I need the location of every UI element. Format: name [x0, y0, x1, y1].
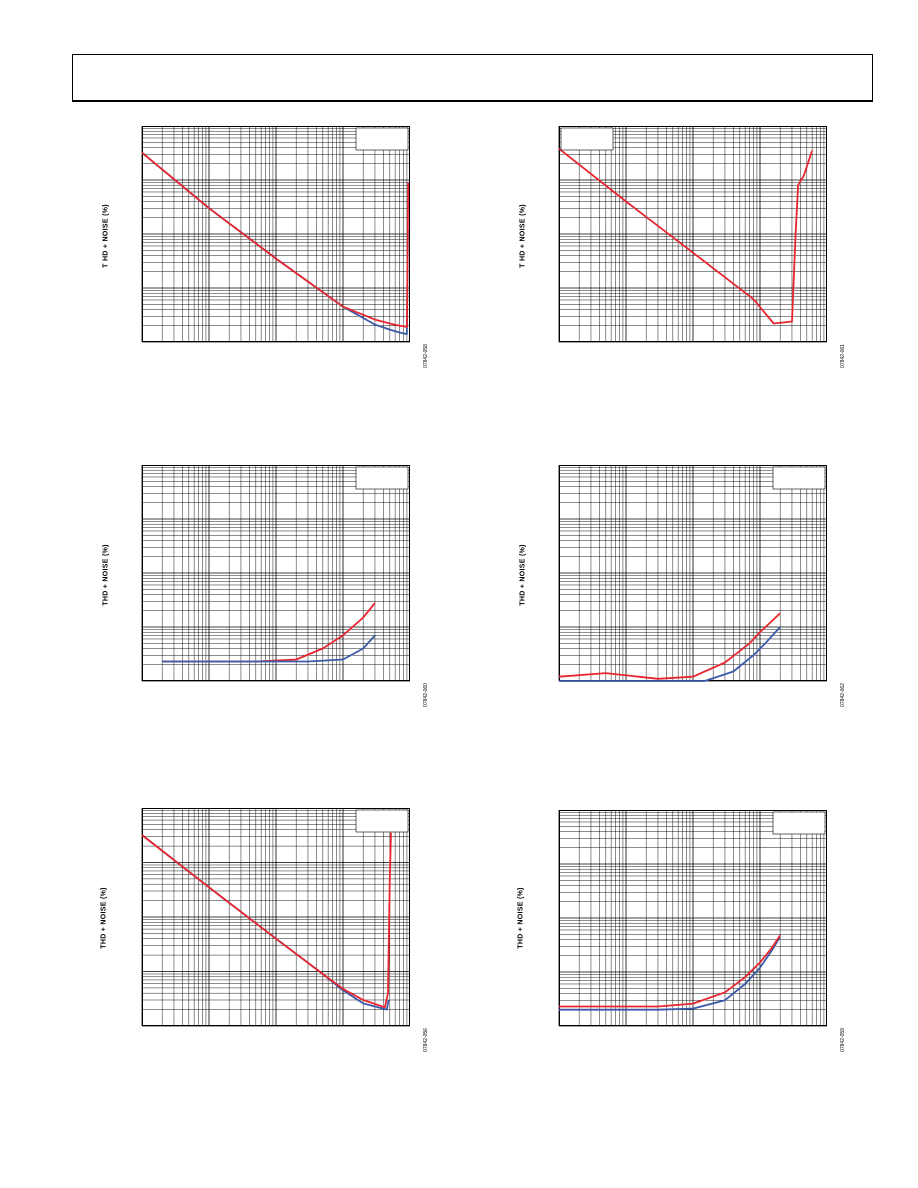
c4-grid	[558, 465, 827, 682]
c6-legend-box	[772, 811, 826, 835]
c6-frame	[559, 810, 827, 1026]
chart-4	[558, 465, 827, 682]
c2-svg	[558, 126, 827, 343]
c1-grid	[141, 126, 410, 343]
c1-svg	[141, 126, 410, 343]
chart-6	[558, 810, 827, 1027]
c5-grid	[141, 808, 410, 1027]
c2-grid	[558, 126, 827, 343]
chart-3-code: 07842-060	[423, 683, 429, 707]
chart-6-code: 07842-059	[840, 1028, 846, 1052]
c6-series-blue-line	[559, 936, 781, 1011]
chart-5-code: 07842-056	[423, 1028, 429, 1052]
chart-3-ylabel: THD + NOISE (%)	[102, 544, 110, 606]
c4-svg	[558, 465, 827, 682]
page-header-box	[72, 54, 873, 102]
chart-2	[558, 126, 827, 343]
c6-series-red-line	[559, 934, 781, 1008]
chart-4-ylabel: THD + NOISE (%)	[519, 544, 527, 606]
c3-svg	[141, 465, 410, 682]
chart-1-code: 07842-058	[423, 344, 429, 368]
c3-series-blue-line	[162, 634, 376, 663]
c2-series-red-line	[558, 147, 813, 325]
c5-legend-box	[355, 809, 409, 833]
c3-frame	[142, 465, 410, 681]
c2-legend-box	[560, 127, 614, 151]
chart-5-ylabel: THD + NOISE (%)	[100, 887, 108, 949]
c5-series-red-line	[141, 832, 392, 1009]
c3-grid	[141, 465, 410, 682]
c6-svg	[558, 810, 827, 1027]
c5-frame	[142, 808, 410, 1026]
c3-legend-box	[355, 466, 409, 490]
c1-series-red-line	[141, 152, 410, 328]
chart-6-ylabel: THD + NOISE (%)	[517, 887, 525, 949]
c5-svg	[141, 808, 410, 1027]
chart-1	[141, 126, 410, 343]
c4-series-red-line	[558, 612, 781, 680]
c1-frame	[142, 126, 410, 342]
chart-3	[141, 465, 410, 682]
c1-legend-box	[355, 127, 409, 151]
c2-frame	[559, 126, 827, 342]
chart-5	[141, 808, 410, 1027]
chart-2-ylabel: T HD + NOISE (%)	[519, 204, 527, 268]
c4-legend-box	[772, 466, 826, 490]
chart-4-code: 07842-062	[840, 683, 846, 707]
chart-1-ylabel: T HD + NOISE (%)	[102, 204, 110, 268]
chart-2-code: 07842-061	[840, 344, 846, 368]
c6-grid	[558, 810, 827, 1027]
c4-series-blue-line	[559, 626, 781, 682]
